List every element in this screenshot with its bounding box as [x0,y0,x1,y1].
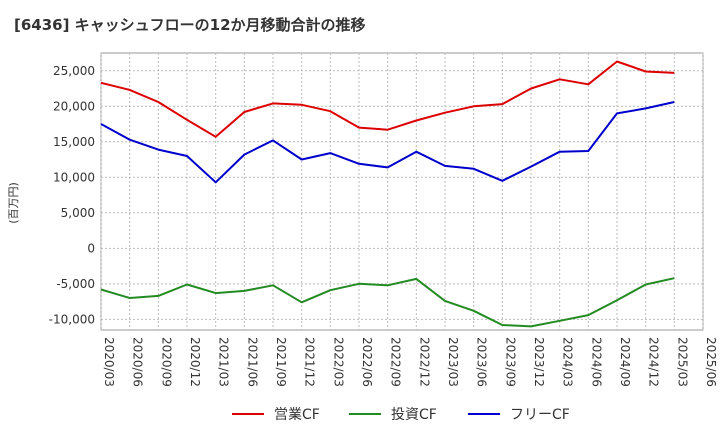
x-tick-label: 2024/12 [647,337,661,387]
x-tick-label: 2020/12 [188,337,202,387]
legend-label: フリーCF [510,407,570,423]
chart-title: [6436] キャッシュフローの12か月移動合計の推移 [14,16,366,34]
x-tick-label: 2025/06 [704,337,718,387]
y-axis-label: (百万円) [7,182,20,224]
x-tick-label: 2023/09 [503,337,517,387]
y-tick-label: -10,000 [49,312,95,326]
legend: 営業CF 投資CF フリーCF [232,407,570,423]
x-tick-label: 2021/03 [217,337,231,387]
x-tick-label: 2022/03 [331,337,345,387]
y-tick-label: 25,000 [53,64,95,78]
series-lines [100,60,675,328]
x-tick-label: 2020/09 [159,337,173,387]
x-tick-label: 2021/06 [245,337,259,387]
x-tick-label: 2023/06 [475,337,489,387]
y-tick-label: 10,000 [53,170,95,184]
plot-area [100,52,704,331]
x-tick-label: 2023/03 [446,337,460,387]
x-tick-label: 2020/03 [102,337,116,387]
series-line-2 [100,277,675,328]
x-tick-label: 2024/06 [589,337,603,387]
series-line-1 [100,60,675,138]
y-gridlines [101,70,703,320]
y-tick-label: 5,000 [61,206,95,220]
legend-label: 投資CF [391,407,437,423]
y-tick-label: 20,000 [53,99,95,113]
y-tick-labels: 25,000 20,000 15,000 10,000 5,000 0 -5,000 -10,… [49,64,95,327]
x-tick-label: 2025/03 [675,337,689,387]
x-tick-label: 2023/12 [532,337,546,387]
x-tick-label: 2022/12 [417,337,431,387]
y-tick-label: 0 [87,241,95,255]
x-tick-label: 2020/06 [131,337,145,387]
y-tick-label: -5,000 [56,277,95,291]
x-tick-label: 2024/09 [618,337,632,387]
y-tick-label: 15,000 [53,135,95,149]
series-line-3 [100,101,675,184]
x-tick-label: 2021/12 [303,337,317,387]
x-tick-label: 2024/03 [561,337,575,387]
x-tick-label: 2021/09 [274,337,288,387]
x-tick-label: 2022/09 [389,337,403,387]
legend-label: 営業CF [274,407,320,423]
x-tick-label: 2022/06 [360,337,374,387]
x-tick-labels: 2020/03 2020/06 2020/09 2020/12 2021/03 2021/… [102,337,718,387]
